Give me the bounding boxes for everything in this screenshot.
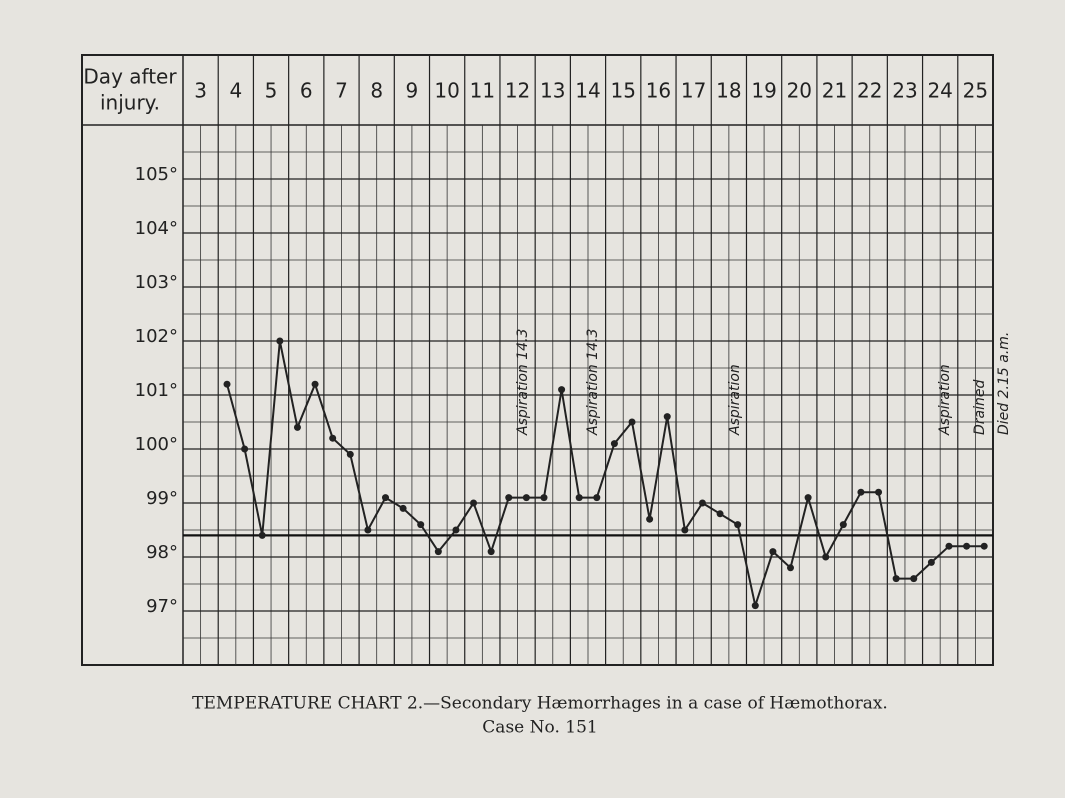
x-tick-label: 9 xyxy=(406,79,419,103)
y-tick-label: 100° xyxy=(135,434,178,455)
temperature-point xyxy=(382,494,389,502)
temperature-point xyxy=(276,337,284,345)
y-tick-label: 103° xyxy=(135,272,178,293)
temperature-point xyxy=(769,548,777,556)
temperature-point xyxy=(505,494,513,502)
temperature-point xyxy=(945,542,953,550)
x-tick-label: 4 xyxy=(229,79,242,103)
temperature-point xyxy=(258,531,266,539)
temperature-point xyxy=(698,499,706,507)
x-tick-label: 7 xyxy=(335,79,348,103)
y-tick-label: 99° xyxy=(146,488,178,509)
x-tick-label: 11 xyxy=(470,79,495,103)
temperature-point xyxy=(399,504,407,512)
x-tick-label: 18 xyxy=(716,79,741,103)
temperature-point xyxy=(487,548,495,556)
temperature-point xyxy=(751,602,759,610)
header-label: injury. xyxy=(100,91,160,115)
temperature-point xyxy=(329,434,337,442)
y-tick-label: 101° xyxy=(135,380,178,401)
x-tick-label: 16 xyxy=(646,79,671,103)
temperature-point xyxy=(610,440,618,448)
temperature-point xyxy=(716,510,724,518)
temperature-point xyxy=(963,542,971,550)
x-tick-label: 25 xyxy=(963,79,988,103)
temperature-point xyxy=(223,380,231,388)
x-tick-label: 17 xyxy=(681,79,706,103)
annotation: Aspiration 14.3 xyxy=(515,329,531,436)
temperature-point xyxy=(663,413,671,421)
y-tick-label: 102° xyxy=(135,326,178,347)
temperature-point xyxy=(980,542,988,550)
annotation: Aspiration xyxy=(937,364,953,436)
temperature-point xyxy=(839,521,847,529)
temperature-point xyxy=(892,575,900,583)
temperature-point xyxy=(593,494,601,502)
y-tick-label: 104° xyxy=(135,218,178,239)
x-tick-label: 20 xyxy=(787,79,812,103)
temperature-point xyxy=(787,564,794,572)
annotation: Drained xyxy=(972,380,988,435)
x-tick-label: 8 xyxy=(370,79,383,103)
temperature-line xyxy=(226,340,985,610)
x-tick-label: 12 xyxy=(505,79,530,103)
x-tick-label: 21 xyxy=(822,79,847,103)
temperature-point xyxy=(646,515,654,523)
temperature-point xyxy=(558,386,566,394)
temperature-point xyxy=(540,494,548,502)
temperature-point xyxy=(417,521,425,529)
temperature-point xyxy=(522,494,530,502)
x-tick-label: 3 xyxy=(194,79,207,103)
x-tick-label: 19 xyxy=(751,79,776,103)
x-tick-label: 14 xyxy=(575,79,600,103)
temperature-point xyxy=(804,494,812,502)
temperature-point xyxy=(575,494,583,502)
temperature-point xyxy=(734,521,742,529)
x-tick-label: 22 xyxy=(857,79,882,103)
temperature-point xyxy=(857,488,865,496)
temperature-point xyxy=(241,445,249,453)
annotation: Aspiration xyxy=(727,364,743,436)
temperature-point xyxy=(681,526,689,534)
temperature-point xyxy=(346,450,354,458)
temperature-point xyxy=(470,499,478,507)
caption: Case No. 151 xyxy=(482,718,597,738)
chart-frame xyxy=(81,54,994,666)
temperature-point xyxy=(364,526,372,534)
temperature-point xyxy=(875,488,883,496)
temperature-point xyxy=(927,558,935,566)
temperature-point xyxy=(452,526,460,534)
temperature-point xyxy=(628,418,636,426)
annotation: Aspiration 14.3 xyxy=(585,329,601,436)
x-tick-label: 13 xyxy=(540,79,565,103)
temperature-point xyxy=(293,423,301,431)
annotation: Died 2.15 a.m. xyxy=(996,332,1012,435)
temperature-point xyxy=(434,548,442,556)
x-tick-label: 23 xyxy=(892,79,917,103)
y-tick-label: 97° xyxy=(146,596,178,617)
x-tick-label: 24 xyxy=(927,79,952,103)
temperature-point xyxy=(822,553,830,561)
caption: TEMPERATURE CHART 2.—Secondary Hæmorrhag… xyxy=(192,694,888,714)
temperature-point xyxy=(910,575,918,583)
y-tick-label: 105° xyxy=(135,164,178,185)
y-tick-label: 98° xyxy=(146,542,178,563)
header-label: Day after xyxy=(83,65,177,89)
x-tick-label: 15 xyxy=(610,79,635,103)
temperature-point xyxy=(311,380,319,388)
x-tick-label: 10 xyxy=(434,79,459,103)
x-tick-label: 5 xyxy=(265,79,278,103)
x-tick-label: 6 xyxy=(300,79,313,103)
